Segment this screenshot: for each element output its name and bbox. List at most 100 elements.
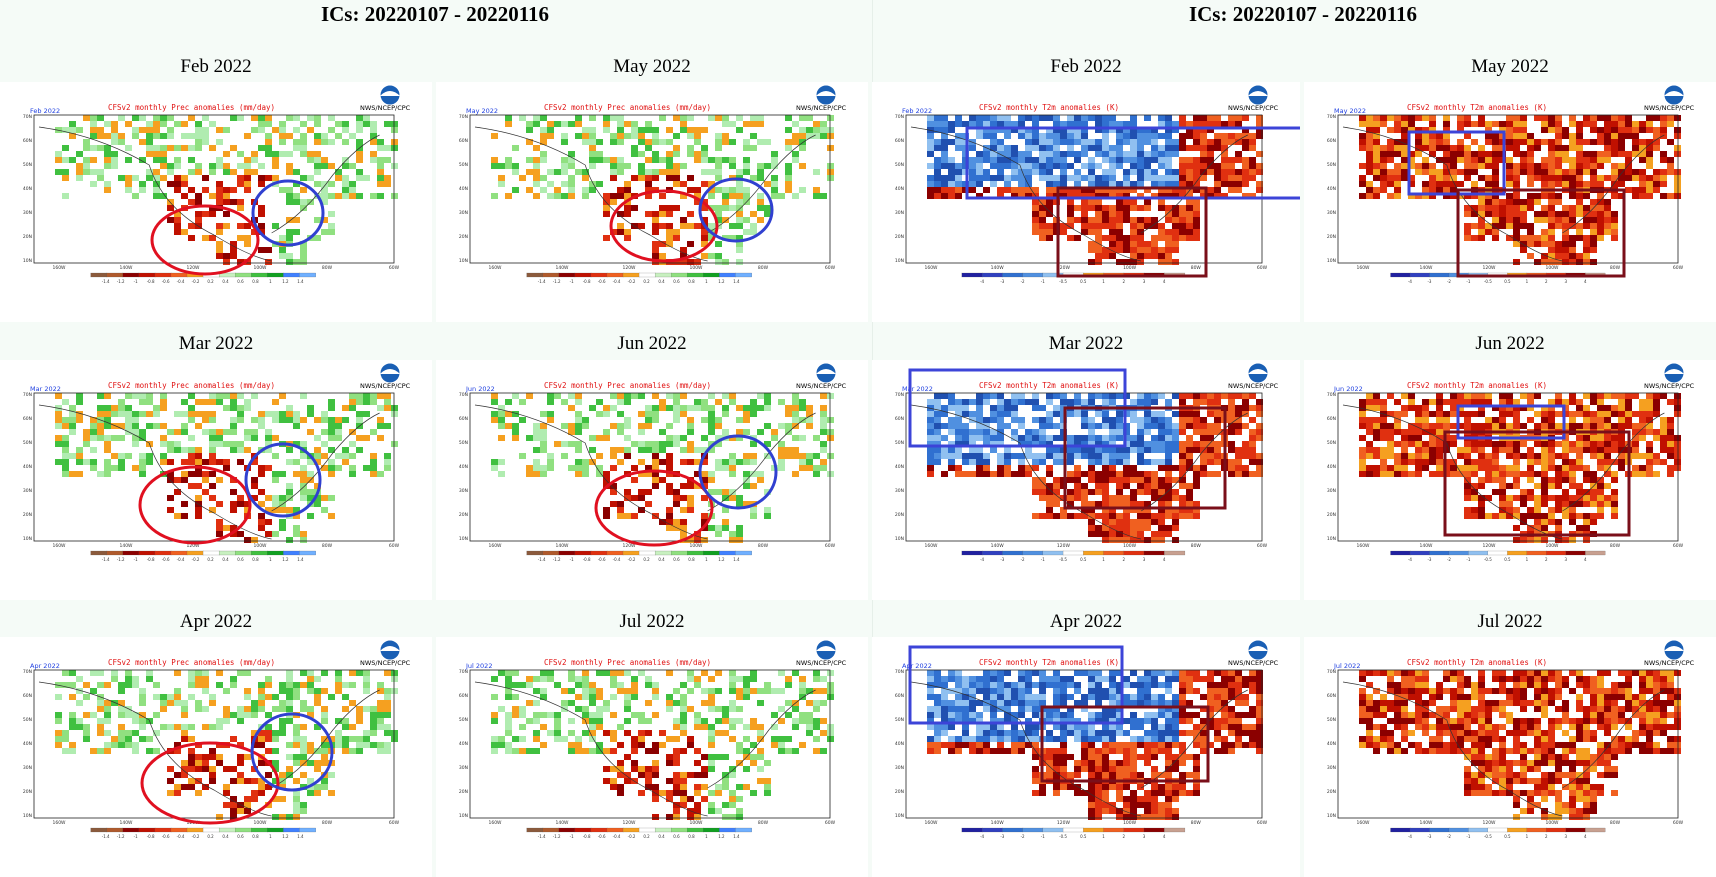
colorbar-tick-label: 1.4	[297, 557, 304, 562]
colorbar-tick-label: 0.5	[1504, 834, 1511, 839]
lat-tick-label: 10N	[1327, 258, 1336, 264]
lon-tick-label: 80W	[1191, 543, 1202, 549]
colorbar-tick-label: -4	[980, 834, 984, 839]
lon-tick-label: 80W	[1610, 820, 1621, 826]
lat-tick-label: 30N	[459, 765, 468, 771]
lat-tick-label: 50N	[23, 440, 32, 446]
lat-tick-label: 30N	[459, 210, 468, 216]
lon-tick-label: 160W	[488, 820, 502, 826]
month-label: Feb 2022	[986, 56, 1186, 78]
agency-label: NWS/NCEP/CPC	[1644, 104, 1695, 112]
colorbar-tick-label: 3	[1143, 834, 1146, 839]
map-frame	[34, 670, 398, 820]
colorbar-tick-label: -0.5	[1484, 557, 1492, 562]
lat-tick-label: 10N	[459, 536, 468, 542]
noaa-logo-icon	[380, 640, 400, 660]
colorbar-tick-label: 1	[1526, 557, 1529, 562]
colorbar-tick-label: 1	[1526, 834, 1529, 839]
lat-tick-label: 50N	[459, 717, 468, 723]
colorbar-tick-label: 0.4	[222, 279, 229, 284]
lat-tick-label: 20N	[1327, 234, 1336, 240]
lat-tick-label: 70N	[23, 114, 32, 120]
map-corner-label: Jun 2022	[465, 385, 495, 393]
colorbar-tick-label: 0.8	[688, 279, 695, 284]
lat-tick-label: 40N	[895, 741, 904, 747]
noaa-logo-icon	[816, 85, 836, 105]
lat-tick-label: 40N	[1327, 186, 1336, 192]
map-title: CFSv2 monthly Prec anomalies (mm/day)	[108, 658, 275, 667]
colorbar-tick-label: 1	[1102, 279, 1105, 284]
colorbar-tick-label: 4	[1584, 557, 1587, 562]
colorbar-tick-label: -0.4	[613, 279, 621, 284]
agency-label: NWS/NCEP/CPC	[360, 382, 411, 390]
lat-tick-label: 50N	[895, 440, 904, 446]
colorbar-tick-label: -1.4	[538, 557, 546, 562]
colorbar-tick-label: 0.5	[1080, 279, 1087, 284]
colorbar-tick-label: -0.6	[162, 557, 170, 562]
lon-tick-label: 60W	[389, 820, 400, 826]
lon-tick-label: 140W	[991, 543, 1005, 549]
lon-tick-label: 60W	[1673, 265, 1684, 271]
colorbar-tick-label: -3	[1427, 557, 1431, 562]
colorbar-tick-label: 1	[1102, 557, 1105, 562]
colorbar-tick-label: -1.2	[117, 279, 125, 284]
colorbar-tick-label: 0.4	[658, 557, 665, 562]
colorbar-tick-label: -0.2	[628, 557, 636, 562]
lon-tick-label: 100W	[1545, 543, 1559, 549]
map-title: CFSv2 monthly T2m anomalies (K)	[1407, 103, 1547, 112]
colorbar-tick-label: -0.4	[177, 279, 185, 284]
lat-tick-label: 70N	[459, 114, 468, 120]
lon-tick-label: 80W	[758, 543, 769, 549]
lat-tick-label: 60N	[1327, 416, 1336, 422]
month-label: Mar 2022	[986, 333, 1186, 355]
lat-tick-label: 40N	[23, 741, 32, 747]
agency-label: NWS/NCEP/CPC	[796, 104, 847, 112]
colorbar-tick-label: -0.2	[628, 834, 636, 839]
colorbar-tick-label: 0.2	[643, 557, 650, 562]
map-frame	[1338, 670, 1681, 820]
month-label: Jul 2022	[552, 611, 752, 633]
month-label: May 2022	[552, 56, 752, 78]
anomaly-map: CFSv2 monthly Prec anomalies (mm/day)NWS…	[436, 637, 868, 877]
colorbar-tick-label: 2	[1545, 557, 1548, 562]
colorbar-tick-label: 0.6	[237, 279, 244, 284]
lon-tick-label: 60W	[1673, 820, 1684, 826]
colorbar-tick-label: 0.4	[658, 834, 665, 839]
colorbar-tick-label: -0.6	[598, 557, 606, 562]
lon-tick-label: 100W	[689, 265, 703, 271]
colorbar-tick-label: -3	[1000, 834, 1004, 839]
colorbar-tick-label: -1	[1466, 557, 1470, 562]
lat-tick-label: 40N	[23, 464, 32, 470]
lon-tick-label: 60W	[1673, 543, 1684, 549]
lon-tick-label: 60W	[1257, 543, 1268, 549]
map-corner-label: May 2022	[466, 107, 498, 115]
colorbar-tick-label: 1.2	[718, 557, 725, 562]
lat-tick-label: 70N	[895, 114, 904, 120]
colorbar-tick-label: -1	[1466, 834, 1470, 839]
colorbar-tick-label: 3	[1143, 279, 1146, 284]
agency-label: NWS/NCEP/CPC	[796, 382, 847, 390]
colorbar-tick-label: 3	[1565, 557, 1568, 562]
lat-tick-label: 50N	[1327, 162, 1336, 168]
lat-tick-label: 50N	[1327, 717, 1336, 723]
colorbar-tick-label: -1	[1041, 279, 1045, 284]
map-frame	[34, 393, 398, 543]
colorbar-tick-label: -0.6	[162, 279, 170, 284]
noaa-logo-icon	[816, 363, 836, 383]
map-corner-label: Feb 2022	[902, 107, 932, 115]
forecast-map-panel: CFSv2 monthly Prec anomalies (mm/day)NWS…	[436, 637, 868, 877]
month-label: Feb 2022	[116, 56, 316, 78]
anomaly-map: CFSv2 monthly Prec anomalies (mm/day)NWS…	[0, 360, 432, 600]
lat-tick-label: 20N	[23, 512, 32, 518]
lon-tick-label: 140W	[1419, 265, 1433, 271]
lon-tick-label: 100W	[253, 820, 267, 826]
lat-tick-label: 50N	[895, 162, 904, 168]
colorbar-tick-label: -1.2	[117, 557, 125, 562]
colorbar-tick-label: 0.8	[252, 279, 259, 284]
lat-tick-label: 50N	[23, 162, 32, 168]
colorbar-tick-label: 1.2	[282, 557, 289, 562]
lon-tick-label: 160W	[924, 820, 938, 826]
